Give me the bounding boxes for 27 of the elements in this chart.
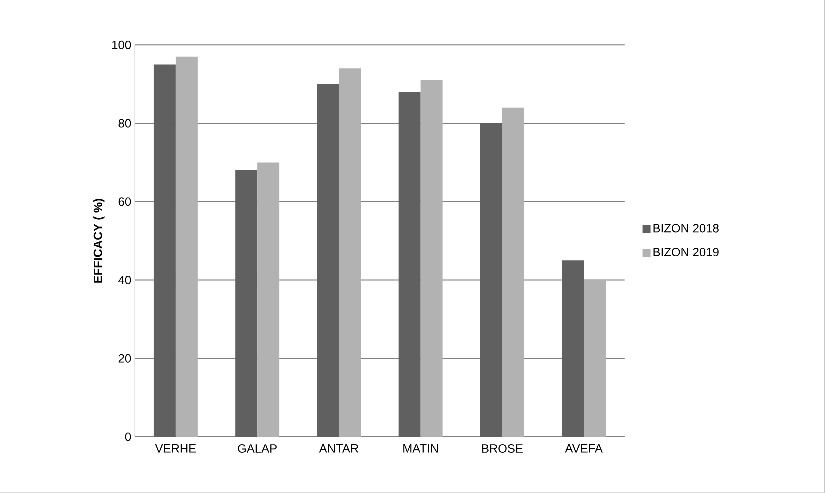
bar: [398, 92, 421, 437]
bar: [258, 162, 280, 437]
x-tick-label: GALAP: [238, 444, 277, 453]
x-tick-label: BROSE: [482, 444, 523, 453]
y-tick-label: 20: [118, 354, 132, 363]
bar: [502, 108, 524, 437]
bar: [154, 64, 176, 437]
x-tick-label: MATIN: [404, 444, 438, 453]
bar: [317, 84, 340, 437]
y-tick-label: 40: [118, 276, 132, 284]
bar: [339, 68, 362, 437]
y-tick-label: 0: [125, 432, 132, 442]
x-tick-label: VERHE: [155, 444, 196, 453]
legend-label: BIZON 2019: [654, 248, 719, 256]
bar: [420, 80, 443, 437]
bar: [236, 170, 258, 437]
bar: [176, 56, 198, 437]
y-tick-label: 60: [118, 198, 132, 206]
bar: [480, 123, 502, 437]
bar: [562, 260, 584, 437]
x-tick-label: AVEFA: [565, 444, 603, 453]
legend-label: BIZON 2018: [654, 224, 719, 233]
y-axis-title: EFFICACY ( %): [94, 198, 105, 283]
y-tick-label: 100: [112, 40, 132, 50]
x-tick-label: ANTAR: [319, 444, 359, 453]
bar: [584, 280, 606, 437]
y-tick-label: 80: [118, 119, 132, 128]
